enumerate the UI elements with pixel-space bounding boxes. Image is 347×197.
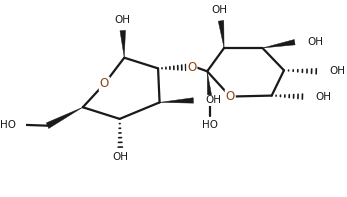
Polygon shape bbox=[120, 30, 126, 58]
Text: O: O bbox=[187, 61, 196, 74]
Text: HO: HO bbox=[0, 120, 16, 130]
Text: OH: OH bbox=[329, 66, 345, 76]
Polygon shape bbox=[46, 107, 83, 128]
Text: O: O bbox=[100, 77, 109, 90]
Polygon shape bbox=[262, 39, 295, 48]
Polygon shape bbox=[218, 20, 224, 48]
Polygon shape bbox=[207, 71, 213, 104]
Polygon shape bbox=[160, 98, 194, 103]
Text: OH: OH bbox=[315, 92, 331, 102]
Text: OH: OH bbox=[112, 152, 128, 162]
Text: OH: OH bbox=[115, 15, 131, 25]
Text: OH: OH bbox=[308, 37, 324, 47]
Text: OH: OH bbox=[206, 95, 222, 105]
Text: O: O bbox=[226, 90, 235, 103]
Text: HO: HO bbox=[202, 120, 218, 130]
Text: OH: OH bbox=[211, 5, 228, 15]
